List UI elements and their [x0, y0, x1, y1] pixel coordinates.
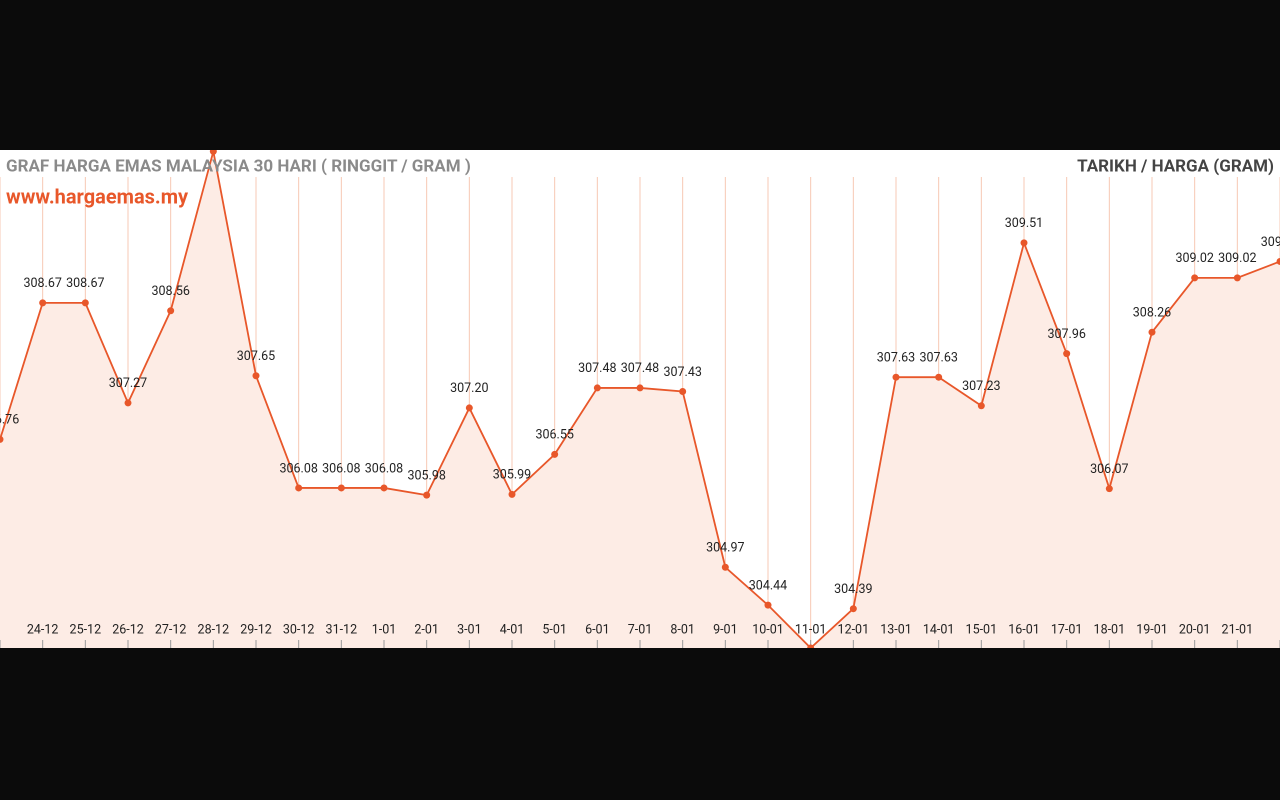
x-tick-label: 4-01	[500, 622, 525, 637]
point	[508, 490, 516, 498]
value-label: 308.56	[151, 284, 189, 299]
point	[124, 399, 132, 407]
point	[1063, 350, 1071, 358]
value-label: 306.07	[1090, 462, 1128, 477]
value-label: 304.39	[834, 582, 872, 597]
point	[1148, 328, 1156, 336]
point	[1276, 257, 1280, 265]
x-tick-label: 17-01	[1051, 622, 1083, 637]
value-label: 307.20	[450, 381, 488, 396]
x-tick-label: 6-01	[585, 622, 610, 637]
value-label: 306.08	[279, 461, 317, 476]
x-tick-label: 28-12	[198, 622, 230, 637]
point	[209, 150, 217, 155]
point	[465, 404, 473, 412]
chart: 24-12 25-12 26-12 27-12 28-12 29-12 30-12 31-12…	[0, 150, 1280, 648]
value-label: 309.02	[1175, 251, 1213, 266]
value-label: 307.65	[237, 349, 275, 364]
x-tick-label: 1-01	[372, 622, 397, 637]
point	[764, 601, 772, 609]
x-tick-label: 2-01	[414, 622, 439, 637]
x-tick-label: 21-01	[1222, 622, 1254, 637]
point	[167, 307, 175, 315]
x-tick-label: 27-12	[155, 622, 187, 637]
value-label: 307.27	[109, 376, 147, 391]
value-label: 305.99	[493, 468, 531, 483]
point	[892, 373, 900, 381]
x-tick-label: 29-12	[240, 622, 272, 637]
x-tick-label: 25-12	[70, 622, 102, 637]
point	[935, 373, 943, 381]
x-tick-label: 11-01	[795, 622, 827, 637]
value-label: 309.51	[1005, 216, 1043, 231]
value-label: 307.96	[1047, 327, 1085, 342]
point	[636, 384, 644, 392]
value-label: 309.02	[1218, 251, 1256, 266]
value-label: 309.25	[1261, 235, 1280, 250]
x-tick-label: 8-01	[670, 622, 695, 637]
point	[337, 484, 345, 492]
value-label: 308.67	[66, 276, 104, 291]
x-tick-label: 13-01	[880, 622, 912, 637]
plot-area: 24-12 25-12 26-12 27-12 28-12 29-12 30-12 31-12…	[0, 150, 1280, 648]
value-label: 307.43	[663, 365, 701, 380]
x-tick-label: 3-01	[457, 622, 482, 637]
point	[423, 491, 431, 499]
x-tick-label: 5-01	[542, 622, 567, 637]
value-label: 305.98	[407, 468, 445, 483]
point	[849, 605, 857, 613]
area	[0, 151, 1280, 648]
value-label: 306.55	[535, 428, 573, 443]
value-label: 308.26	[1133, 305, 1171, 320]
value-label: 306.08	[365, 461, 403, 476]
value-label: 307.63	[919, 351, 957, 366]
point	[1191, 274, 1199, 282]
point	[593, 384, 601, 392]
point	[380, 484, 388, 492]
value-label: 308.67	[23, 276, 61, 291]
x-tick-label: 16-01	[1008, 622, 1040, 637]
x-tick-label: 20-01	[1179, 622, 1211, 637]
x-tick-label: 15-01	[966, 622, 998, 637]
x-tick-label: 31-12	[326, 622, 358, 637]
x-tick-label: 18-01	[1094, 622, 1126, 637]
legend-title: TARIKH / HARGA (GRAM)	[1077, 156, 1274, 176]
chart-subtitle: www.hargaemas.my	[6, 184, 189, 208]
x-tick-label: 12-01	[838, 622, 870, 637]
point	[721, 563, 729, 571]
point	[295, 484, 303, 492]
point	[0, 435, 4, 443]
x-tick-label: 10-01	[752, 622, 784, 637]
x-tick-label: 24-12	[27, 622, 59, 637]
x-tick-label: 26-12	[112, 622, 144, 637]
point	[1233, 274, 1241, 282]
point	[551, 450, 559, 458]
point	[252, 372, 260, 380]
value-label: 307.63	[877, 351, 915, 366]
value-label: 306.08	[322, 461, 360, 476]
point	[679, 387, 687, 395]
value-label: 307.48	[578, 361, 616, 376]
x-tick-label: 7-01	[628, 622, 653, 637]
value-label: 304.44	[749, 578, 787, 593]
x-tick-label: 14-01	[923, 622, 955, 637]
point	[1105, 485, 1113, 493]
value-label: 306.76	[0, 413, 19, 428]
point	[81, 299, 89, 307]
point	[1020, 239, 1028, 247]
x-tick-label: 19-01	[1136, 622, 1168, 637]
value-label: 307.23	[962, 379, 1000, 394]
value-label: 304.97	[706, 541, 744, 556]
point	[977, 402, 985, 410]
point	[807, 644, 815, 648]
value-label: 307.48	[621, 361, 659, 376]
x-tick-label: 9-01	[713, 622, 738, 637]
chart-title: GRAF HARGA EMAS MALAYSIA 30 HARI ( RINGG…	[6, 156, 471, 176]
point	[39, 299, 47, 307]
x-tick-label: 30-12	[283, 622, 315, 637]
